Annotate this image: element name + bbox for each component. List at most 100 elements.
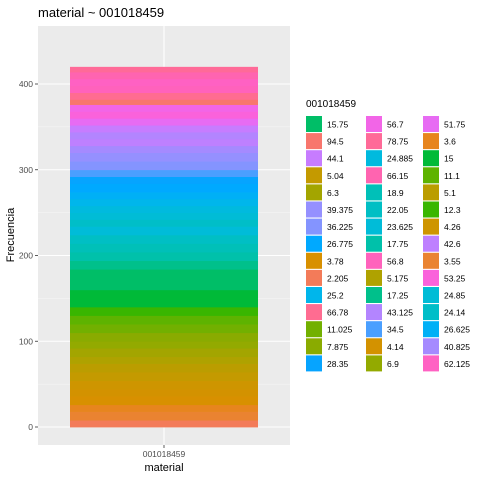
bar-segment-24-85 [70,212,258,220]
legend-swatch [423,167,439,184]
legend-item: 26.625 [423,321,470,338]
legend-item: 43.125 [366,304,413,321]
legend-item: 11.1 [423,167,460,184]
legend-label: 22.05 [387,205,409,215]
bar-segment-42-6 [70,138,258,147]
bar-segment-3-55 [70,411,258,421]
legend-swatch [366,269,382,286]
legend-swatch [423,184,439,201]
bar-segment-17-75 [70,252,258,262]
bar-segment-56-8 [70,85,258,93]
legend-swatch [366,321,382,338]
legend-item: 24.885 [366,150,413,167]
bar-segment-17-25 [70,260,258,270]
legend-item: 5.1 [423,184,456,201]
bar-segment-66-78 [70,92,258,100]
legend-swatch [423,201,439,218]
bar-segment-56-7 [70,104,258,112]
legend-label: 24.14 [444,308,466,318]
legend-item: 62.125 [423,355,470,372]
legend-swatch [366,252,382,269]
legend-item: 15 [423,150,454,167]
legend-item: 53.25 [423,269,466,286]
legend-item: 40.825 [423,338,470,355]
bar-segment-34-5 [70,169,258,178]
legend-label: 11.1 [444,171,460,181]
legend-swatch [366,287,382,303]
y-tick-label: 200 [19,251,33,261]
legend-swatch [366,218,382,235]
legend-item: 22.05 [366,201,409,218]
legend-swatch [306,321,322,338]
legend-label: 17.75 [387,239,409,249]
legend-item: 28.35 [306,355,349,372]
legend-label: 39.375 [327,205,353,215]
chart-title: material ~ 001018459 [38,5,164,20]
legend-item: 3.78 [306,252,344,269]
legend-swatch [423,235,439,252]
legend-label: 34.5 [387,325,404,335]
legend-label: 36.225 [327,222,353,232]
legend-item: 17.25 [366,287,409,303]
bar-segment-26-775 [70,183,258,193]
legend-label: 94.5 [327,137,344,147]
legend-label: 26.625 [444,325,470,335]
bar-segment-5-1 [70,363,258,373]
legend-swatch [306,287,322,303]
legend-swatch [423,355,439,372]
legend-item: 6.3 [306,184,339,201]
legend-item: 5.175 [366,269,409,286]
legend-label: 15 [444,154,454,164]
bar-segment-78-75 [70,66,258,73]
bar-segment-5-04 [70,372,258,382]
bar-segment-6-3 [70,348,258,358]
legend-item: 3.6 [423,133,456,150]
x-axis: 001018459 [143,445,186,459]
legend-item: 56.8 [366,252,404,269]
legend-item: 94.5 [306,133,344,150]
legend-item: 56.7 [366,116,404,132]
bar-segment-5-175 [70,356,258,364]
legend: 15.75 94.5 44.1 5.04 6.3 39.375 36.225 26.775 3.… [306,116,470,372]
bar-segment-15 [70,289,258,308]
bar-segment-25-2 [70,198,258,207]
legend-item: 18.9 [366,184,404,201]
legend-swatch [423,150,439,167]
legend-label: 5.04 [327,171,344,181]
legend-label: 7.875 [327,342,349,352]
bar-segment-28-35 [70,176,258,184]
legend-label: 56.8 [387,256,404,266]
legend-swatch [423,287,439,303]
legend-label: 6.3 [327,188,339,198]
bar-segment-3-6 [70,404,258,412]
legend-item: 5.04 [306,167,344,184]
legend-swatch [366,304,382,321]
legend-swatch [306,116,322,132]
legend-swatch [306,269,322,286]
legend-item: 44.1 [306,150,344,167]
x-axis-title: material [144,462,183,474]
bar-segment-12-3 [70,306,258,316]
legend-swatch [306,133,322,150]
legend-label: 4.26 [444,222,461,232]
legend-label: 53.25 [444,273,466,283]
legend-swatch [423,269,439,286]
legend-swatch [366,116,382,132]
bar-segment-3-78 [70,396,258,406]
legend-swatch [306,184,322,201]
legend-label: 78.75 [387,137,409,147]
legend-item: 23.625 [366,218,413,235]
legend-label: 44.1 [327,154,344,164]
legend-label: 62.125 [444,359,470,369]
legend-swatch [423,133,439,150]
legend-title: 001018459 [306,99,356,110]
legend-item: 24.14 [423,304,466,321]
legend-swatch [366,201,382,218]
legend-swatch [423,116,439,132]
legend-label: 3.55 [444,256,461,266]
legend-label: 2.205 [327,273,349,283]
legend-item: 17.75 [366,235,409,252]
bar-segment-40-825 [70,145,258,153]
